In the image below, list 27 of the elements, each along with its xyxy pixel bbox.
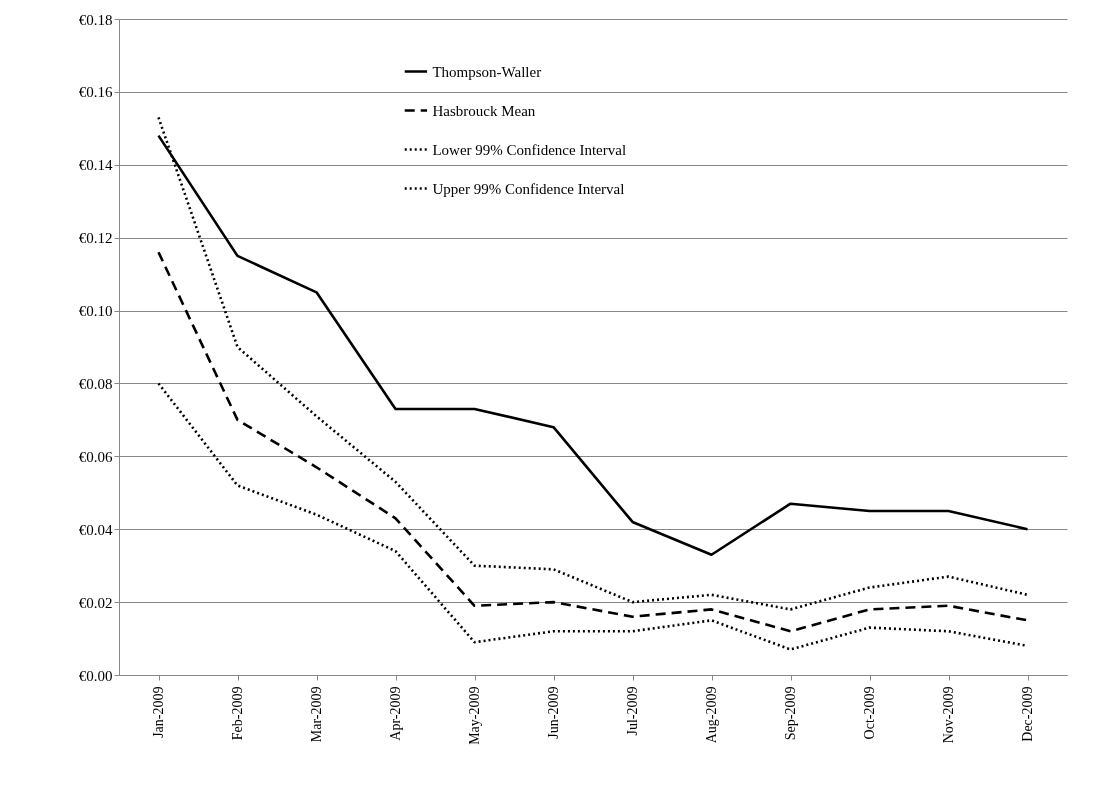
x-tick-label: Dec-2009 [1020, 686, 1035, 742]
legend-label: Thompson-Waller [432, 63, 542, 80]
y-tick-label: €0.04 [78, 521, 113, 538]
x-tick-label: Sep-2009 [783, 686, 798, 741]
x-tick-label: Nov-2009 [941, 686, 956, 744]
legend-label: Lower 99% Confidence Interval [432, 141, 627, 158]
y-tick-label: €0.16 [78, 84, 113, 101]
x-tick-label: May-2009 [467, 686, 482, 745]
x-tick-label: Jan-2009 [151, 686, 166, 738]
x-tick-label: Jul-2009 [625, 686, 640, 736]
y-tick-label: €0.06 [78, 448, 113, 465]
y-tick-label: €0.02 [78, 594, 113, 611]
legend-label: Upper 99% Confidence Interval [432, 180, 625, 197]
y-tick-label: €0.08 [78, 375, 113, 392]
y-tick-label: €0.14 [78, 157, 113, 174]
line-series [157, 250, 1029, 633]
y-tick-label: €0.10 [78, 303, 113, 320]
y-tick-label: €0.00 [78, 667, 113, 684]
y-tick-label: €0.12 [78, 230, 113, 247]
x-tick-label: Mar-2009 [309, 686, 324, 743]
y-tick-label: €0.18 [78, 11, 113, 28]
x-tick-label: Apr-2009 [388, 686, 403, 741]
x-tick-label: Feb-2009 [230, 686, 245, 741]
x-tick-label: Jun-2009 [546, 686, 561, 739]
legend-label: Hasbrouck Mean [432, 102, 536, 119]
x-tick-label: Aug-2009 [704, 686, 719, 744]
x-tick-label: Oct-2009 [862, 686, 877, 740]
